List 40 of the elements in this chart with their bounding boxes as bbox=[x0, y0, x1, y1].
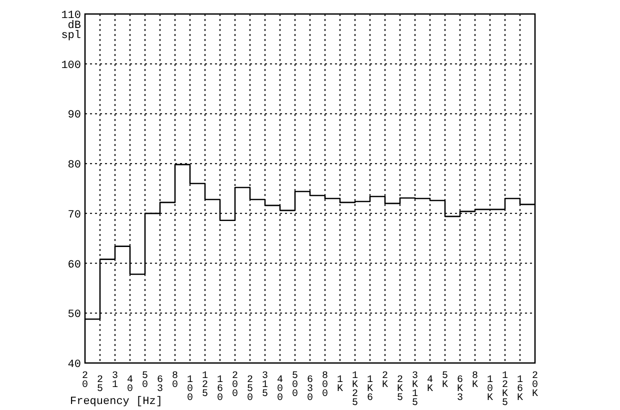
y-axis-title: dB spl bbox=[61, 20, 82, 42]
x-tick-label: 800 bbox=[322, 371, 328, 400]
x-axis-title: Frequency [Hz] bbox=[70, 396, 162, 408]
x-tick-label: 3K15 bbox=[412, 371, 418, 409]
x-tick-label: 125 bbox=[202, 371, 208, 400]
x-tick-label: 25 bbox=[96, 375, 104, 395]
x-tick-label: 400 bbox=[276, 375, 284, 404]
x-tick-label: 1K6 bbox=[366, 375, 374, 404]
x-tick-label: 12K5 bbox=[502, 371, 508, 409]
x-tick-label: 1K25 bbox=[352, 371, 358, 409]
x-tick-label: 160 bbox=[216, 375, 224, 404]
x-tick-label: 2K5 bbox=[396, 375, 404, 404]
y-tick-label: 60 bbox=[68, 259, 81, 272]
y-tick-label: 90 bbox=[68, 110, 81, 122]
y-tick-label: 50 bbox=[68, 309, 81, 322]
x-tick-label: 100 bbox=[186, 375, 194, 404]
x-tick-label: 50 bbox=[142, 371, 148, 391]
x-tick-label: 630 bbox=[306, 375, 314, 404]
x-tick-label: 6K3 bbox=[456, 375, 464, 404]
x-tick-label: 20 bbox=[82, 371, 88, 391]
y-tick-label: 80 bbox=[68, 160, 81, 172]
x-tick-label: 10K bbox=[486, 375, 494, 404]
x-tick-label: 1K bbox=[336, 375, 344, 395]
y-tick-label: 70 bbox=[68, 209, 81, 222]
x-tick-label: 16K bbox=[516, 375, 524, 404]
x-tick-label: 31 bbox=[112, 371, 118, 391]
x-tick-label: 20K bbox=[532, 371, 538, 400]
y-tick-label: 100 bbox=[61, 60, 81, 72]
x-tick-label: 4K bbox=[426, 375, 434, 395]
x-tick-label: 5K bbox=[442, 371, 448, 391]
x-tick-label: 63 bbox=[156, 375, 164, 395]
x-tick-label: 250 bbox=[246, 375, 254, 404]
y-tick-label: 40 bbox=[68, 359, 81, 371]
x-tick-label: 80 bbox=[172, 371, 178, 391]
x-tick-label: 2K bbox=[382, 371, 388, 391]
x-tick-label: 40 bbox=[126, 375, 134, 395]
x-tick-label: 200 bbox=[232, 371, 238, 400]
x-tick-label: 315 bbox=[262, 371, 268, 400]
x-tick-label: 500 bbox=[292, 371, 298, 400]
x-tick-label: 8K bbox=[472, 371, 478, 391]
